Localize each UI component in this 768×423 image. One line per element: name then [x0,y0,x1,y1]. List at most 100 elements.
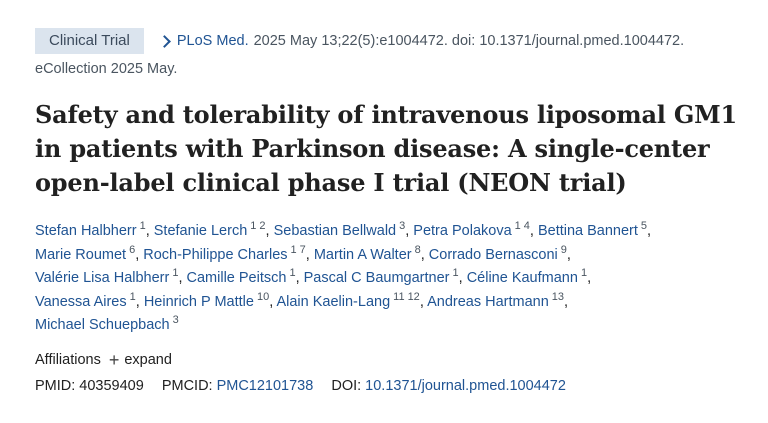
affiliation-ref[interactable]: 13 [551,290,565,303]
affiliation-ref[interactable]: 3 [172,314,179,327]
affiliation-ref[interactable]: 1 [290,243,297,256]
author-item: Camille Peitsch 1 [186,267,296,286]
affiliation-ref[interactable]: 1 [289,267,296,280]
author-link[interactable]: Michael Schuepbach [35,317,170,333]
affiliation-ref[interactable]: 1 [139,220,146,233]
affiliation-refs: 3 [396,220,405,232]
author-link[interactable]: Corrado Bernasconi [428,246,558,263]
author-link[interactable]: Heinrich P Mattle [143,293,254,310]
affiliation-refs: 13 [549,291,564,303]
author-item: Martin A Walter 8 [313,244,421,263]
article-header: Clinical Trial PLoS Med. 2025 May 13;22(… [35,28,745,394]
journal-name: PLoS Med. [176,33,249,49]
affiliation-refs: 9 [558,244,567,256]
author-item: Pascal C Baumgartner 1 [303,267,459,286]
author-link[interactable]: Camille Peitsch [186,270,287,286]
affiliation-ref[interactable]: 5 [640,220,648,233]
author-item: Andreas Hartmann 13 [427,291,564,310]
author-item: Heinrich P Mattle 10 [143,291,269,310]
affiliation-ref[interactable]: 2 [259,220,266,233]
affiliation-ref[interactable]: 1 [580,267,588,280]
expand-label: expand [124,351,172,368]
affiliation-refs: 6 [126,244,135,256]
doi-link[interactable]: 10.1371/journal.pmed.1004472 [365,377,566,394]
affiliation-ref[interactable]: 11 [393,290,405,303]
title-line: in patients with Parkinson disease: A si… [35,134,710,163]
pmcid-label: PMCID: [161,377,213,394]
author-list: Stefan Halbherr 1, Stefanie Lerch 1 2, Seba… [35,220,652,333]
ecollection-text: eCollection 2025 May. [35,61,178,77]
affiliation-ref[interactable]: 8 [414,243,421,256]
title-line: Safety and tolerability of intravenous l… [35,100,738,129]
author-item: Vanessa Aires 1 [35,291,136,310]
affiliation-ref[interactable]: 3 [399,220,406,233]
citation-text: 2025 May 13;22(5):e1004472. doi: 10.1371… [253,33,685,49]
publication-type-badge[interactable]: Clinical Trial [35,28,144,54]
author-link[interactable]: Stefan Halbherr [35,223,137,239]
author-item: Petra Polakova 1 4 [413,220,530,239]
author-item: Bettina Bannert 5 [537,220,647,239]
author-link[interactable]: Céline Kaufmann [466,270,578,286]
doi-label: DOI: [331,377,362,394]
author-link[interactable]: Roch-Philippe Charles [143,246,288,263]
author-item: Sebastian Bellwald 3 [273,220,406,239]
affiliation-ref[interactable]: 1 [452,267,459,280]
affiliation-refs: 10 [254,291,269,303]
author-item: Roch-Philippe Charles 1 7 [143,244,306,263]
author-link[interactable]: Pascal C Baumgartner [303,270,450,286]
affiliation-ref[interactable]: 12 [407,290,420,303]
affiliation-refs: 1 [127,291,136,303]
author-link[interactable]: Valérie Lisa Halbherr [35,270,170,286]
affiliation-refs: 1 [578,267,587,279]
affiliation-ref[interactable]: 1 [172,267,179,280]
affiliations-label: Affiliations [35,351,101,368]
author-link[interactable]: Alain Kaelin-Lang [276,293,391,310]
author-link[interactable]: Bettina Bannert [537,223,638,239]
title-line: open-label clinical phase I trial (NEON … [35,168,627,197]
affiliation-refs: 3 [170,314,179,326]
author-link[interactable]: Sebastian Bellwald [273,223,397,239]
author-item: Stefan Halbherr 1 [35,220,146,239]
affiliation-refs: 8 [412,244,421,256]
affiliation-refs: 1 [169,267,178,279]
article-title: Safety and tolerability of intravenous l… [35,98,745,200]
citation-row: Clinical Trial PLoS Med. 2025 May 13;22(… [35,28,745,54]
affiliation-ref[interactable]: 9 [560,243,567,256]
author-item: Alain Kaelin-Lang 11 12 [276,291,420,310]
author-item: Marie Roumet 6 [35,244,135,263]
affiliation-ref[interactable]: 1 [514,220,521,233]
affiliations-row: Affiliations + expand [35,351,745,369]
author-link[interactable]: Marie Roumet [35,246,127,263]
author-item: Valérie Lisa Halbherr 1 [35,267,178,286]
author-link[interactable]: Stefanie Lerch [153,223,248,239]
chevron-right-icon [157,35,171,48]
journal-link[interactable]: PLoS Med. [157,33,249,49]
pmid-value: 40359409 [79,377,144,394]
affiliation-refs: 1 [137,220,146,232]
author-link[interactable]: Petra Polakova [413,223,512,239]
affiliation-ref[interactable]: 6 [129,243,136,256]
pmid-label: PMID: [35,377,76,394]
expand-affiliations-button[interactable]: + expand [109,351,172,369]
author-item: Corrado Bernasconi 9 [428,244,567,263]
author-link[interactable]: Andreas Hartmann [427,293,549,310]
author-link[interactable]: Vanessa Aires [35,293,127,310]
affiliation-refs: 5 [638,220,647,232]
affiliation-refs: 1 [286,267,295,279]
affiliation-refs: 1 [450,267,459,279]
author-item: Céline Kaufmann 1 [466,267,587,286]
affiliation-ref[interactable]: 10 [256,290,270,303]
affiliation-ref[interactable]: 1 [129,290,136,303]
author-item: Michael Schuepbach 3 [35,314,179,333]
affiliation-refs: 11 12 [390,291,420,303]
affiliation-ref[interactable]: 1 [250,220,257,233]
author-item: Stefanie Lerch 1 2 [153,220,266,239]
affiliation-ref[interactable]: 7 [299,243,306,256]
pmcid-link[interactable]: PMC12101738 [216,377,314,394]
identifiers-row: PMID: 40359409 PMCID: PMC12101738 DOI: 10.1… [35,378,745,394]
affiliation-ref[interactable]: 4 [523,220,530,233]
author-link[interactable]: Martin A Walter [313,246,412,263]
